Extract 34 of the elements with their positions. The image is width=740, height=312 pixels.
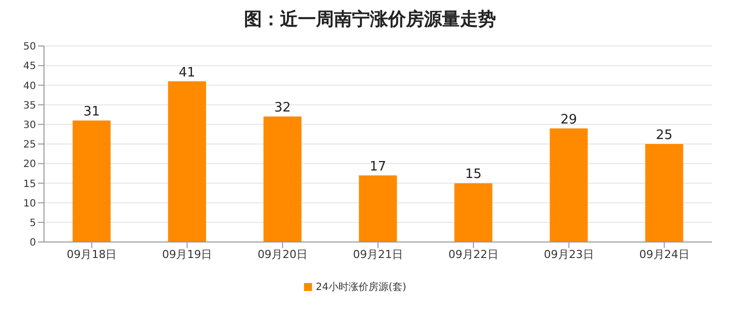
bar <box>263 116 302 242</box>
y-tick-label: 0 <box>30 238 36 249</box>
y-tick-label: 20 <box>23 159 36 170</box>
bar <box>645 144 684 242</box>
x-tick-label: 09月18日 <box>66 248 117 261</box>
bar <box>168 81 206 242</box>
legend-label: 24小时涨价房源(套) <box>316 282 406 293</box>
x-tick-label: 09月19日 <box>162 248 212 261</box>
y-tick-label: 50 <box>23 42 36 53</box>
x-tick-label: 09月24日 <box>639 248 690 261</box>
y-tick-label: 40 <box>23 80 36 92</box>
y-tick-label: 5 <box>30 218 36 229</box>
data-label: 31 <box>83 104 100 120</box>
data-label: 17 <box>370 159 386 174</box>
y-tick-label: 15 <box>23 178 36 190</box>
y-tick-label: 35 <box>23 100 36 112</box>
x-tick-label: 09月20日 <box>258 248 308 261</box>
y-tick-label: 45 <box>23 61 36 72</box>
chart-title: 图：近一周南宁涨价房源量走势 <box>243 8 497 32</box>
y-tick-label: 25 <box>23 140 36 151</box>
bar <box>550 128 588 242</box>
data-label: 32 <box>274 100 291 116</box>
bar <box>358 175 397 242</box>
data-label: 25 <box>656 128 672 143</box>
bar <box>72 120 111 242</box>
y-tick-label: 10 <box>23 198 36 210</box>
x-tick-label: 09月22日 <box>448 248 498 261</box>
x-tick-label: 09月23日 <box>544 248 594 261</box>
data-label: 15 <box>465 167 482 182</box>
data-label: 41 <box>178 65 196 80</box>
data-label: 29 <box>560 112 578 128</box>
x-tick-label: 09月21日 <box>353 248 403 261</box>
y-tick-label: 30 <box>23 120 36 131</box>
bar <box>454 183 492 242</box>
